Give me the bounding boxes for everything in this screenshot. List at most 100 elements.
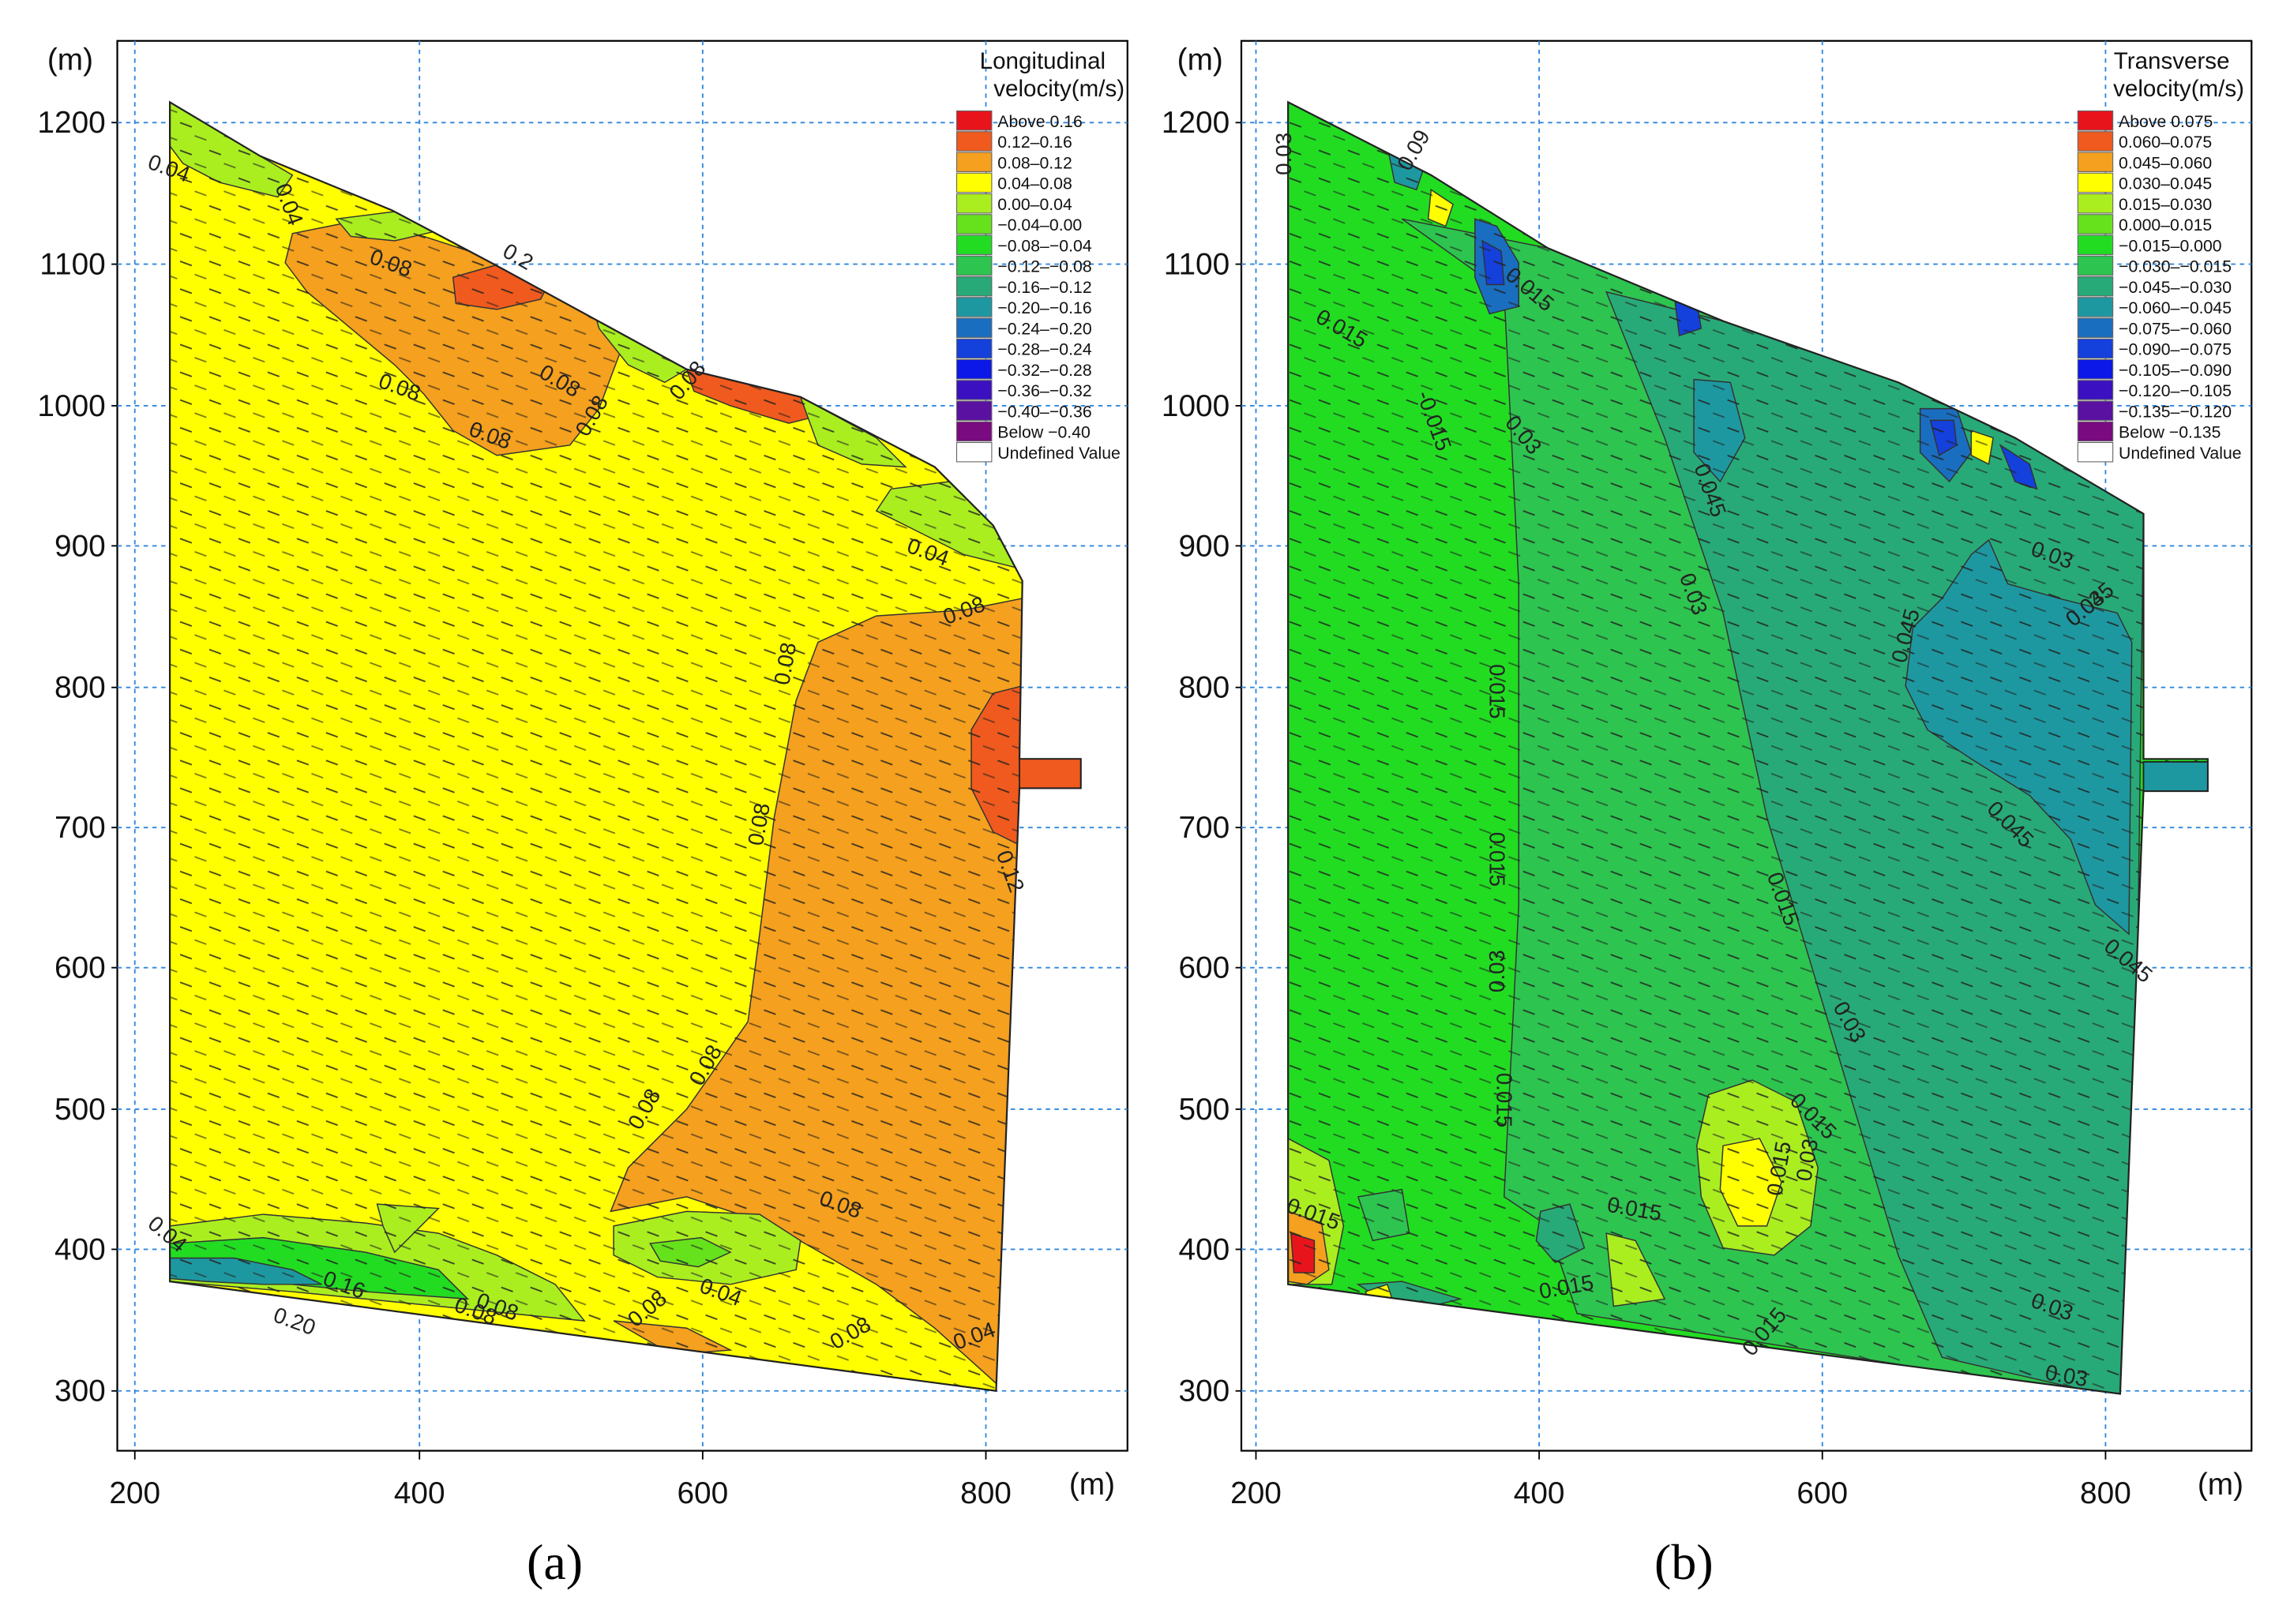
legend-label: Below −0.40	[997, 423, 1091, 442]
panel-a-x-unit: (m)	[1069, 1468, 1115, 1502]
x-tick-label: 800	[2080, 1476, 2131, 1510]
panel-a-caption: (a)	[527, 1534, 584, 1590]
panel-a-x-axis: 200 400 600 800	[109, 1450, 1012, 1510]
panel-b-y-axis: 1200 1100 1000 900 800 700 600 500 400 300	[1162, 106, 1242, 1408]
y-tick-label: 600	[1178, 951, 1229, 985]
legend-label: 0.04–0.08	[997, 174, 1072, 193]
legend-label: −0.08–−0.04	[997, 236, 1092, 255]
legend-swatch	[2077, 317, 2114, 338]
legend-swatch	[2077, 131, 2114, 152]
panel-a-legend-title-1: Longitudinal	[980, 48, 1106, 74]
legend-swatch	[955, 214, 993, 234]
panel-b-y-unit: (m)	[1177, 43, 1223, 77]
x-tick-label: 200	[1230, 1476, 1282, 1510]
legend-label: −0.015–0.000	[2119, 236, 2222, 255]
legend-swatch	[955, 234, 993, 255]
y-tick-label: 300	[1178, 1375, 1229, 1408]
legend-label: −0.16–−0.12	[997, 278, 1091, 297]
legend-label: −0.28–−0.24	[997, 340, 1092, 359]
legend-swatch	[2077, 152, 2114, 172]
legend-swatch	[2077, 172, 2114, 193]
legend-label: −0.40–−0.36	[997, 402, 1091, 421]
y-tick-label: 1100	[1164, 248, 1229, 282]
y-tick-label: 400	[1178, 1232, 1229, 1266]
legend-label: 0.015–0.030	[2119, 195, 2212, 214]
legend-label: −0.060–−0.045	[2119, 298, 2232, 317]
x-tick-label: 600	[1796, 1476, 1848, 1510]
legend-label: 0.00–0.04	[997, 195, 1072, 214]
legend-swatch	[2077, 380, 2114, 400]
y-tick-label: 1200	[37, 106, 105, 140]
legend-label: −0.090–−0.075	[2119, 340, 2232, 359]
legend-label: −0.030–−0.015	[2119, 257, 2232, 276]
legend-swatch	[955, 380, 993, 400]
panel-b-domain-boundary	[1287, 100, 2209, 1395]
y-tick-label: 400	[54, 1232, 106, 1266]
legend-swatch	[2077, 193, 2114, 214]
legend-swatch	[955, 297, 993, 317]
y-tick-label: 1000	[1162, 389, 1229, 423]
legend-label: Below −0.135	[2119, 423, 2221, 442]
y-tick-label: 700	[1178, 811, 1229, 845]
panel-a-y-axis: 1200 1100 1000 900 800 700 600 500 400 300	[37, 106, 118, 1408]
legend-swatch	[955, 421, 993, 442]
contour-label: 0.015	[1485, 664, 1509, 718]
legend-swatch	[955, 255, 993, 276]
legend-label: 0.12–0.16	[997, 133, 1072, 152]
legend-swatch	[955, 172, 993, 193]
legend-swatch	[2077, 276, 2114, 297]
legend-label: −0.20–−0.16	[997, 298, 1091, 317]
legend-label: −0.04–0.00	[997, 216, 1082, 234]
contour-label: 0.03	[1485, 950, 1509, 992]
legend-swatch	[2077, 421, 2114, 442]
panel-a-longitudinal-velocity-map: 0.040.040.080.080.20.080.080.080.080.040…	[37, 39, 1128, 1510]
panel-b-legend-title-1: Transverse	[2114, 48, 2230, 74]
legend-label: Undefined Value	[2119, 444, 2242, 463]
legend-swatch	[2077, 255, 2114, 276]
y-tick-label: 900	[1178, 529, 1229, 563]
panel-a-domain-boundary	[168, 100, 1082, 1393]
y-tick-label: 900	[54, 529, 106, 563]
legend-swatch	[2077, 234, 2114, 255]
contour-label: 0.015	[1485, 832, 1509, 887]
legend-label: −0.105–−0.090	[2119, 361, 2232, 380]
legend-label: 0.08–0.12	[997, 153, 1072, 172]
x-tick-label: 400	[1514, 1476, 1565, 1510]
y-tick-label: 1000	[37, 389, 105, 423]
y-tick-label: 600	[54, 951, 106, 985]
panel-b-legend: Transverse velocity(m/s) Above 0.075 0.06…	[2077, 48, 2244, 463]
panel-b-caption: (b)	[1654, 1534, 1714, 1590]
legend-swatch	[955, 152, 993, 172]
legend-label: 0.060–0.075	[2119, 133, 2212, 152]
panel-a-legend-title-2: velocity(m/s)	[993, 76, 1124, 102]
legend-swatch	[955, 276, 993, 297]
y-tick-label: 500	[1178, 1093, 1229, 1127]
legend-label: Above 0.075	[2119, 112, 2213, 131]
y-tick-label: 500	[54, 1093, 106, 1127]
y-tick-label: 700	[54, 811, 106, 845]
legend-label: −0.120–−0.105	[2119, 381, 2232, 400]
legend-label: −0.045–−0.030	[2119, 278, 2232, 297]
y-tick-label: 300	[54, 1375, 106, 1408]
y-tick-label: 800	[1178, 671, 1229, 705]
legend-swatch	[2077, 400, 2114, 421]
legend-label: −0.075–−0.060	[2119, 319, 2232, 338]
panel-a-y-unit: (m)	[47, 43, 93, 77]
legend-swatch	[955, 131, 993, 152]
x-tick-label: 800	[960, 1476, 1012, 1510]
x-tick-label: 600	[677, 1476, 728, 1510]
contour-label: 0.03	[1271, 133, 1296, 175]
legend-swatch	[955, 441, 993, 463]
x-tick-label: 200	[109, 1476, 160, 1510]
legend-swatch	[2077, 214, 2114, 234]
panel-b-x-axis: 200 400 600 800	[1230, 1450, 2131, 1510]
legend-swatch	[955, 193, 993, 214]
panel-a-legend: Longitudinal velocity(m/s) Above 0.16 0.1…	[955, 48, 1124, 463]
legend-label: −0.32–−0.28	[997, 361, 1091, 380]
y-tick-label: 1100	[39, 248, 105, 282]
legend-label: Undefined Value	[997, 444, 1121, 463]
legend-label: −0.12–−0.08	[997, 257, 1091, 276]
